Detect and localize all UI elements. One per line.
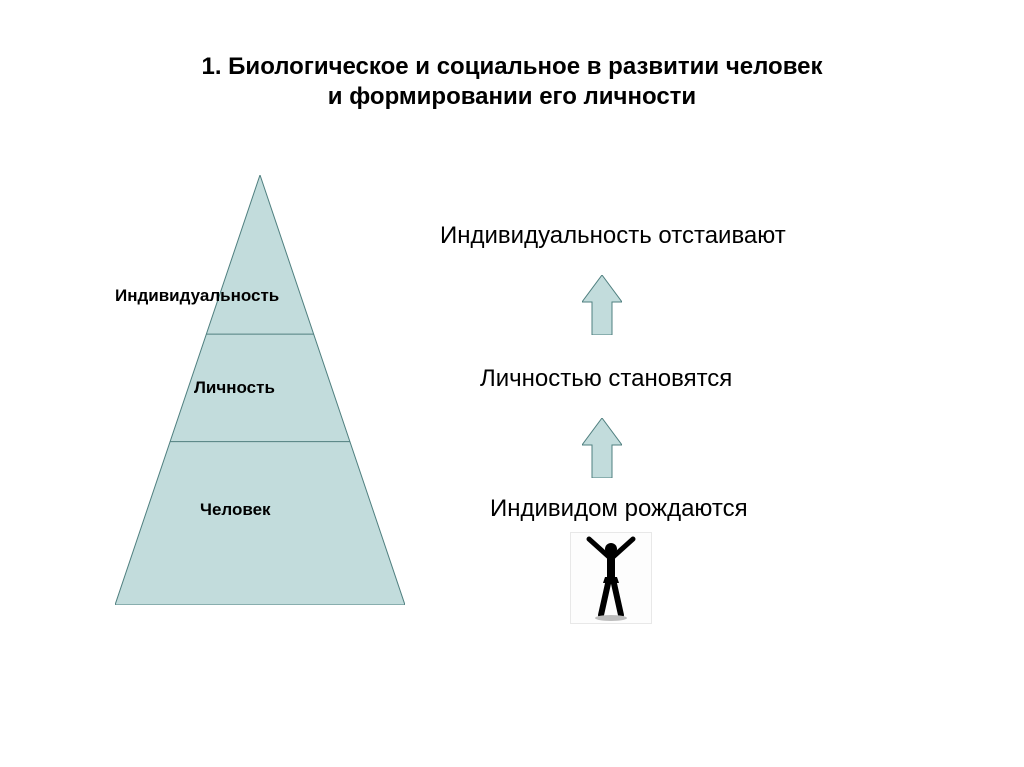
- title-line-2: и формировании его личности: [328, 83, 696, 110]
- slide-title: 1. Биологическое и социальное в развитии…: [0, 52, 1024, 112]
- pyramid-label-bottom: Человек: [200, 500, 271, 520]
- person-silhouette-icon: [570, 532, 652, 624]
- pyramid: Индивидуальность Личность Человек: [115, 175, 405, 605]
- right-text-middle: Личностью становятся: [480, 365, 732, 393]
- right-text-bottom: Индивидом рождаются: [490, 495, 748, 523]
- person-svg: [571, 533, 651, 623]
- pyramid-label-middle: Личность: [194, 378, 275, 398]
- up-arrow-icon: [582, 418, 622, 478]
- slide-root: 1. Биологическое и социальное в развитии…: [0, 0, 1024, 767]
- title-line-1: 1. Биологическое и социальное в развитии…: [202, 53, 823, 80]
- pyramid-label-top: Индивидуальность: [115, 286, 279, 306]
- right-text-top: Индивидуальность отстаивают: [440, 222, 786, 250]
- up-arrow-icon: [582, 275, 622, 335]
